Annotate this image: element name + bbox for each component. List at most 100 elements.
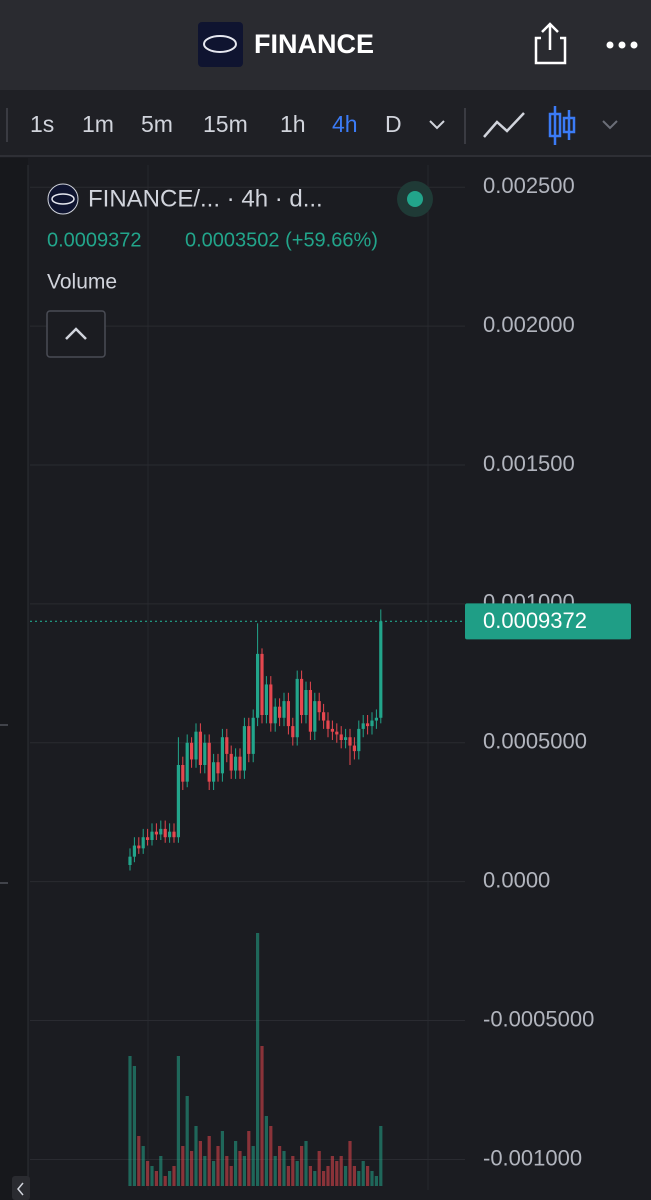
symbol-logo-mark: [51, 193, 75, 205]
candle-body: [256, 653, 260, 718]
symbol-label[interactable]: FINANCE/... · 4h · d...: [88, 185, 323, 212]
candle-body: [308, 690, 312, 732]
interval[interactable]: 5m: [141, 111, 173, 137]
interval[interactable]: D: [385, 111, 402, 137]
candle-body: [366, 723, 370, 727]
candle-body: [300, 678, 304, 715]
status-dot: [407, 191, 423, 207]
volume-bar: [185, 1096, 189, 1186]
volume-bar: [242, 1156, 246, 1186]
candle-body: [220, 737, 224, 774]
y-tick-label: 0.001500: [483, 451, 575, 476]
last-price-label: 0.0009372: [483, 608, 587, 633]
candle-body: [370, 720, 374, 727]
volume-bar: [264, 1116, 268, 1186]
volume-bar: [172, 1166, 176, 1186]
interval-active[interactable]: 4h: [332, 111, 358, 137]
interval-menu[interactable]: [429, 120, 445, 130]
y-tick-label: -0.001000: [483, 1145, 582, 1170]
collapse-button[interactable]: [46, 310, 106, 358]
interval[interactable]: 1h: [280, 111, 306, 137]
candle-body: [229, 753, 233, 771]
candle-body: [278, 706, 282, 718]
volume-bar: [300, 1146, 304, 1186]
candle-body: [150, 831, 154, 840]
volume-bar: [216, 1146, 220, 1186]
volume-bar: [251, 1146, 255, 1186]
candle-body: [141, 837, 145, 849]
y-tick-label: 0.0005000: [483, 729, 587, 754]
volume-bar: [260, 1046, 264, 1186]
volume-bar: [168, 1171, 172, 1186]
volume-bar: [181, 1146, 185, 1186]
y-tick-label: 0.0000: [483, 867, 550, 892]
candle-body: [207, 742, 211, 782]
volume-bar: [278, 1146, 282, 1186]
volume-bar: [229, 1166, 233, 1186]
line-style-button[interactable]: [483, 112, 525, 138]
candle-body: [286, 701, 290, 727]
interval[interactable]: 15m: [203, 111, 248, 137]
scroll-tab[interactable]: [12, 1176, 30, 1200]
candle-body: [313, 701, 317, 732]
candle-body: [176, 765, 180, 838]
candle-body: [291, 726, 295, 738]
candle-body: [326, 720, 330, 729]
volume-bar: [379, 1126, 383, 1186]
more-button[interactable]: [606, 41, 638, 49]
logo-mark: [203, 35, 237, 53]
volume-bar: [273, 1156, 277, 1186]
volume-bar: [361, 1161, 365, 1186]
volume-bar: [176, 1056, 180, 1186]
volume-bar: [339, 1156, 343, 1186]
volume-bar: [132, 1066, 136, 1186]
candle-body: [190, 742, 194, 760]
candle-body: [185, 742, 189, 782]
volume-bar: [154, 1171, 158, 1186]
candle-body: [339, 734, 343, 740]
candle-body: [251, 717, 255, 754]
volume-bar: [352, 1166, 356, 1186]
candle-body: [247, 726, 251, 754]
volume-bar: [322, 1171, 326, 1186]
volume-bar: [326, 1166, 330, 1186]
candle-body: [322, 712, 326, 721]
candle-body: [159, 828, 163, 835]
volume-bar: [190, 1151, 194, 1186]
candle-body: [264, 684, 268, 715]
candle-style-button[interactable]: [548, 106, 576, 145]
y-tick-label: 0.002000: [483, 312, 575, 337]
style-menu[interactable]: [602, 120, 618, 130]
candle-body: [379, 621, 383, 718]
interval[interactable]: 1s: [30, 111, 54, 137]
candle-body: [260, 653, 264, 715]
candle-body: [137, 845, 141, 849]
candle-body: [348, 737, 352, 746]
last-price-box: [465, 603, 631, 640]
y-tick-label: 0.002500: [483, 173, 575, 198]
volume-bar: [317, 1151, 321, 1186]
candle-body: [203, 742, 207, 765]
volume-bar: [344, 1166, 348, 1186]
candle-body: [344, 737, 348, 740]
candle-body: [128, 856, 132, 865]
volume-bar: [146, 1161, 150, 1186]
volume-bar: [220, 1131, 224, 1186]
volume-bar: [137, 1136, 141, 1186]
volume-bar: [198, 1141, 202, 1186]
candle-body: [146, 837, 150, 840]
candle-body: [269, 684, 273, 724]
candle-body: [234, 756, 238, 771]
share-button[interactable]: [534, 22, 567, 65]
candle-body: [225, 737, 229, 754]
candle-body: [172, 831, 176, 838]
volume-bar: [348, 1141, 352, 1186]
candle-body: [198, 731, 202, 765]
volume-bar: [207, 1136, 211, 1186]
interval[interactable]: 1m: [82, 111, 114, 137]
volume-bar: [159, 1156, 163, 1186]
candle-body: [295, 678, 299, 738]
candle-body: [216, 762, 220, 774]
volume-bar: [295, 1161, 299, 1186]
